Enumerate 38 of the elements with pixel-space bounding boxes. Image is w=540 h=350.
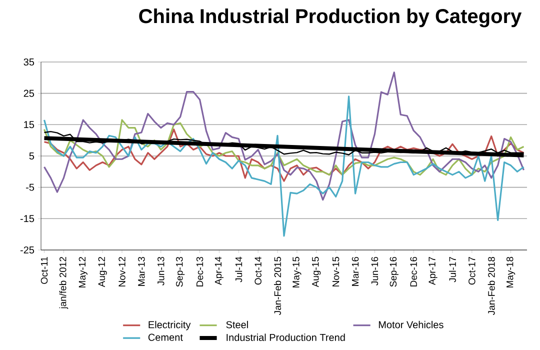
- y-tick-label: -5: [26, 184, 34, 191]
- x-tick-label: Jun-16: [371, 256, 378, 286]
- x-tick-label: Mar-13: [138, 256, 145, 286]
- y-tick-label: 15: [24, 121, 34, 128]
- x-tick-label: May-18: [506, 256, 516, 288]
- legend-label: Motor Vehicles: [378, 320, 444, 328]
- legend-label: Steel: [226, 320, 248, 328]
- legend-label: Electricity: [148, 320, 191, 330]
- x-tick-label: Apr-17: [428, 256, 438, 286]
- x-tick-label: Jan-Feb 2018: [488, 256, 495, 316]
- y-tick-label: -15: [20, 215, 34, 222]
- x-tick-label: Aug-15: [312, 256, 321, 288]
- legend-label: Industrial Production Trend: [226, 334, 345, 342]
- x-tick-label: Mar-16: [352, 256, 359, 286]
- y-tick-label: -25: [20, 246, 34, 254]
- x-tick-label: Jul-14: [235, 256, 242, 282]
- x-tick-label: Jul-17: [448, 256, 456, 282]
- y-tick-label: 25: [24, 90, 34, 97]
- legend-label: Cement: [148, 334, 183, 341]
- chart-title: China Industrial Production by Category: [139, 8, 522, 28]
- x-tick-label: Oct-17: [468, 256, 476, 285]
- x-tick-label: Nov-12: [118, 256, 126, 286]
- x-tick-label: May-12: [78, 256, 88, 288]
- y-tick-label: 5: [29, 152, 34, 160]
- x-tick-label: Apr-14: [214, 256, 224, 286]
- x-tick-label: May-15: [292, 256, 302, 288]
- y-tick-label: 35: [24, 58, 34, 66]
- x-tick-label: Oct-11: [40, 256, 48, 284]
- x-tick-label: Aug-12: [98, 256, 107, 288]
- x-tick-label: Nov-15: [332, 256, 340, 286]
- x-tick-label: Sep-16: [390, 256, 398, 287]
- x-tick-label: Dec-16: [410, 256, 417, 286]
- x-tick-label: jan/feb 2012: [59, 257, 68, 310]
- x-tick-label: Jan-Feb 2015: [274, 256, 282, 316]
- x-tick-label: Sep-13: [176, 256, 185, 287]
- x-tick-label: Oct-14: [254, 256, 262, 285]
- x-tick-label: Jun-13: [158, 256, 164, 286]
- x-tick-label: Dec-13: [196, 256, 204, 286]
